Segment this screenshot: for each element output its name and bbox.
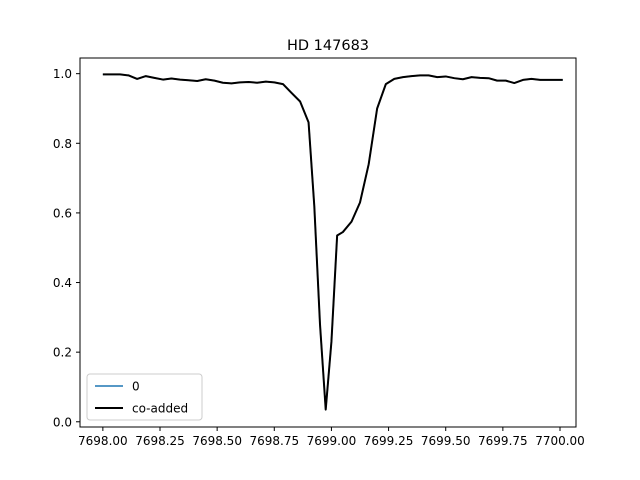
x-tick-label: 7698.75 [249,434,299,448]
y-tick-label: 0.0 [53,415,72,429]
plot-area [102,73,563,411]
legend-label: co-added [132,402,188,416]
y-tick-label: 0.6 [53,206,72,220]
y-tick-label: 0.8 [53,137,72,151]
chart-title: HD 147683 [287,38,369,54]
y-tick-label: 0.2 [53,346,72,360]
x-tick-label: 7700.00 [535,434,585,448]
y-tick-label: 0.4 [53,276,72,290]
axes-frame [79,57,577,428]
x-tick-label: 7698.50 [192,434,242,448]
x-tick-label: 7699.50 [421,434,471,448]
x-tick-label: 7699.00 [307,434,357,448]
series-line-co-added [102,73,563,411]
x-tick-label: 7698.00 [78,434,128,448]
legend: 0 co-added [86,373,203,421]
axes: 7698.00 7698.25 7698.50 7698.75 7699.00 7699.… [53,57,585,448]
x-tick-label: 7699.25 [364,434,414,448]
y-tick-label: 1.0 [53,67,72,81]
legend-label: 0 [132,380,140,394]
x-tick-label: 7698.25 [135,434,185,448]
x-tick-label: 7699.75 [478,434,528,448]
